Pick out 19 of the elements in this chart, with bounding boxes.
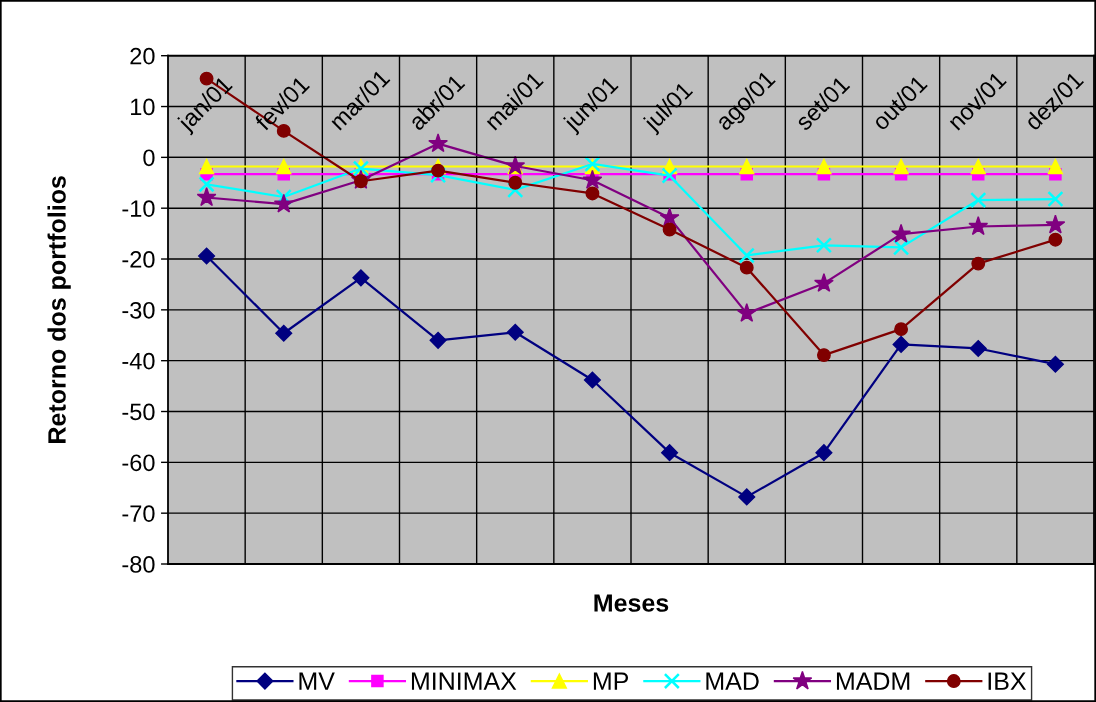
y-tick-label: 20 bbox=[130, 47, 155, 65]
y-tick-label: 10 bbox=[131, 98, 155, 116]
legend-label: MAD bbox=[706, 672, 759, 690]
x-axis-title: Meses bbox=[594, 594, 669, 612]
y-tick-label: -80 bbox=[122, 556, 155, 573]
y-axis-title: Retorno dos portfolios bbox=[47, 176, 71, 443]
y-tick-label: -50 bbox=[122, 403, 155, 421]
legend-label: MV bbox=[299, 672, 335, 690]
legend-label: MINIMAX bbox=[411, 672, 517, 690]
y-tick-label: -70 bbox=[122, 505, 155, 522]
legend-label: MP bbox=[593, 672, 629, 690]
legend-label: IBX bbox=[988, 672, 1027, 690]
y-tick-label: -60 bbox=[122, 454, 155, 472]
y-tick-label: -40 bbox=[122, 352, 155, 370]
y-tick-label: 0 bbox=[143, 149, 155, 167]
legend-label: MADM bbox=[836, 672, 910, 690]
y-tick-label: -30 bbox=[122, 301, 155, 319]
y-tick-label: -10 bbox=[122, 200, 155, 217]
y-tick-label: -20 bbox=[122, 251, 155, 268]
